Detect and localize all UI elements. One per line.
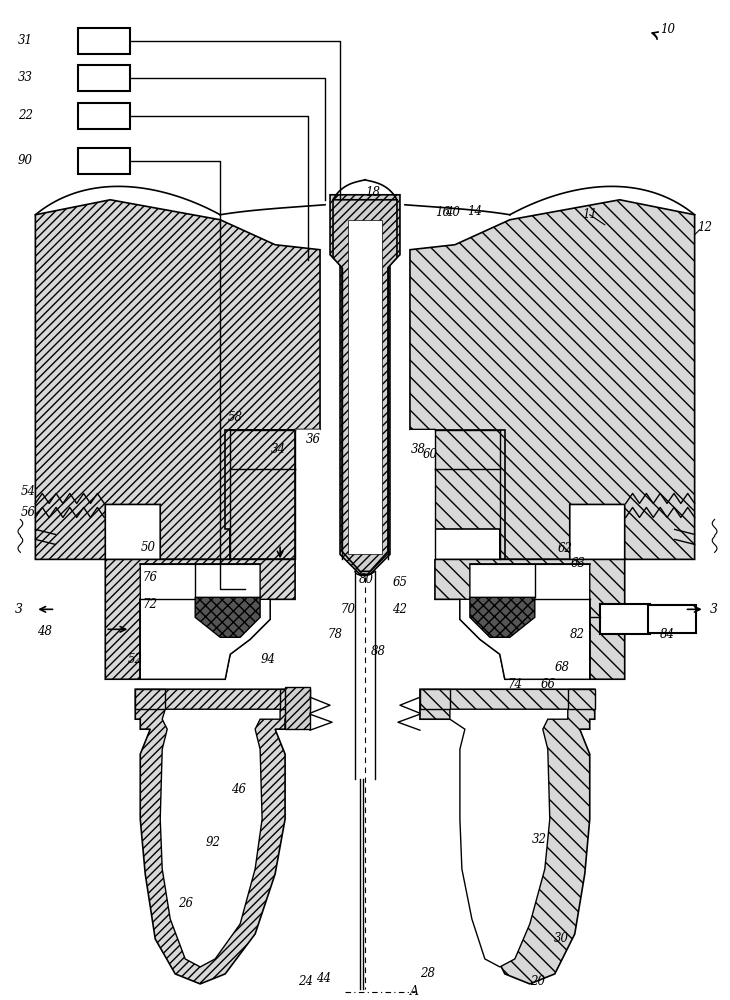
Bar	[78, 103, 130, 129]
Polygon shape	[135, 689, 165, 709]
Polygon shape	[35, 200, 320, 559]
Text: 11: 11	[583, 208, 597, 221]
Text: 72: 72	[143, 598, 158, 611]
Polygon shape	[285, 687, 310, 729]
Text: 52: 52	[128, 653, 143, 666]
Text: 70: 70	[340, 603, 356, 616]
Text: 48: 48	[36, 625, 52, 638]
Polygon shape	[435, 430, 505, 559]
Text: 44: 44	[315, 972, 331, 985]
Text: 50: 50	[141, 541, 155, 554]
Text: 84: 84	[660, 628, 675, 641]
Polygon shape	[140, 564, 270, 679]
Text: 65: 65	[393, 576, 407, 589]
Text: 82: 82	[570, 628, 585, 641]
Polygon shape	[333, 200, 397, 571]
Text: 46: 46	[231, 783, 245, 796]
Text: 58: 58	[228, 411, 242, 424]
Polygon shape	[135, 689, 310, 984]
Text: 94: 94	[261, 653, 276, 666]
Polygon shape	[385, 430, 435, 559]
Polygon shape	[470, 597, 535, 637]
Text: 60: 60	[423, 448, 437, 461]
Text: 26: 26	[177, 897, 193, 910]
Text: 20: 20	[530, 975, 545, 988]
Text: 24: 24	[298, 975, 312, 988]
Polygon shape	[330, 195, 400, 574]
Text: 63: 63	[570, 557, 585, 570]
Polygon shape	[600, 604, 650, 634]
Text: 28: 28	[420, 967, 435, 980]
Polygon shape	[348, 220, 382, 554]
Polygon shape	[160, 709, 280, 967]
Text: 22: 22	[18, 109, 33, 122]
Bar	[648, 605, 696, 633]
Text: 68: 68	[554, 661, 569, 674]
Polygon shape	[110, 170, 695, 205]
Polygon shape	[280, 689, 310, 709]
Text: 88: 88	[371, 645, 385, 658]
Text: 30: 30	[554, 932, 569, 945]
Text: 66: 66	[540, 678, 556, 691]
Text: 80: 80	[358, 573, 374, 586]
Text: 3: 3	[15, 603, 23, 616]
Text: 74: 74	[507, 678, 523, 691]
Polygon shape	[230, 430, 295, 469]
Text: 40: 40	[445, 206, 461, 219]
Text: 42: 42	[393, 603, 407, 616]
Polygon shape	[435, 559, 625, 679]
Text: 14: 14	[467, 205, 483, 218]
Text: 18: 18	[366, 186, 380, 199]
Polygon shape	[195, 597, 260, 637]
Text: 3: 3	[710, 603, 718, 616]
Text: 92: 92	[206, 836, 220, 849]
Polygon shape	[450, 709, 568, 967]
Polygon shape	[420, 689, 450, 709]
Text: 90: 90	[18, 154, 33, 167]
Text: 56: 56	[21, 506, 36, 519]
Text: A: A	[410, 985, 420, 998]
Polygon shape	[295, 430, 345, 559]
Polygon shape	[225, 430, 295, 559]
Text: 34: 34	[271, 443, 285, 456]
Text: 78: 78	[328, 628, 342, 641]
Text: 16: 16	[435, 206, 450, 219]
Text: 10: 10	[660, 23, 675, 36]
Text: 32: 32	[532, 833, 548, 846]
Polygon shape	[460, 564, 590, 679]
Bar	[78, 148, 130, 174]
Text: 31: 31	[18, 34, 33, 47]
Polygon shape	[105, 559, 295, 679]
Polygon shape	[410, 200, 695, 559]
Polygon shape	[568, 689, 595, 709]
Text: 33: 33	[18, 71, 33, 84]
Text: 54: 54	[21, 485, 36, 498]
Bar	[78, 28, 130, 54]
Bar	[78, 65, 130, 91]
Text: 76: 76	[143, 571, 158, 584]
Text: 62: 62	[557, 542, 572, 555]
Text: 36: 36	[306, 433, 320, 446]
Text: 38: 38	[410, 443, 426, 456]
Text: 12: 12	[697, 221, 712, 234]
Polygon shape	[420, 689, 595, 984]
